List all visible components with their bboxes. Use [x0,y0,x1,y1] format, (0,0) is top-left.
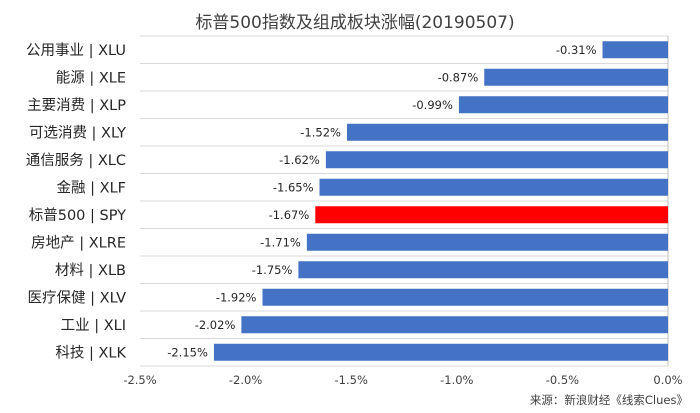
category-label: 通信服务 | XLC [26,152,126,169]
data-label: -1.52% [300,125,341,139]
bar [241,316,668,334]
data-label: -1.92% [216,290,257,304]
bar [458,96,668,114]
chart-title: 标普500指数及组成板块涨幅(20190507) [195,13,514,33]
data-label: -1.71% [260,235,301,249]
data-label: -0.99% [412,98,453,112]
bar [315,206,668,224]
bar [484,68,668,86]
category-label: 主要消费 | XLP [27,97,126,114]
x-tick-label: -0.5% [546,373,579,387]
bar [213,343,669,361]
category-labels: 公用事业 | XLU 能源 | XLE 主要消费 | XLP 可选消费 | XLY 通信… [26,42,127,362]
data-label: -1.75% [252,263,293,277]
bars [213,41,669,361]
data-label: -1.67% [269,208,310,222]
value-labels: -0.31% -0.87% -0.99% -1.52% -1.62% -1.65% -1.6… [167,43,596,360]
x-axis-tick-labels: -2.5% -2.0% -1.5% -1.0% -0.5% 0.0% [123,373,682,387]
category-label: 标普500 | SPY [29,207,126,224]
bar [325,151,668,169]
bar [602,41,668,59]
category-label: 能源 | XLE [56,69,126,86]
x-tick-label: -1.5% [335,373,368,387]
category-label: 工业 | XLI [61,317,126,334]
category-label: 可选消费 | XLY [29,124,126,141]
source-note: 来源：新浪财经《线索Clues》 [530,393,688,407]
data-label: -1.62% [279,153,320,167]
bar [346,123,668,141]
data-label: -2.15% [167,345,208,359]
bar [319,178,668,196]
data-label: -2.02% [195,318,236,332]
bar [298,261,668,279]
data-label: -0.31% [556,43,597,57]
category-label: 金融 | XLF [57,179,126,196]
category-label: 房地产 | XLRE [31,234,126,251]
gridlines [140,35,669,367]
bar [262,288,668,306]
x-tick-label: -2.0% [229,373,262,387]
category-label: 科技 | XLK [55,344,126,361]
x-tick-label: -2.5% [123,373,156,387]
bar [306,233,668,251]
category-label: 公用事业 | XLU [26,42,126,59]
data-label: -0.87% [438,70,479,84]
category-label: 医疗保健 | XLV [28,289,127,306]
x-tick-label: -1.0% [440,373,473,387]
data-label: -1.65% [273,180,314,194]
category-label: 材料 | XLB [55,262,126,279]
x-tick-label: 0.0% [653,373,682,387]
